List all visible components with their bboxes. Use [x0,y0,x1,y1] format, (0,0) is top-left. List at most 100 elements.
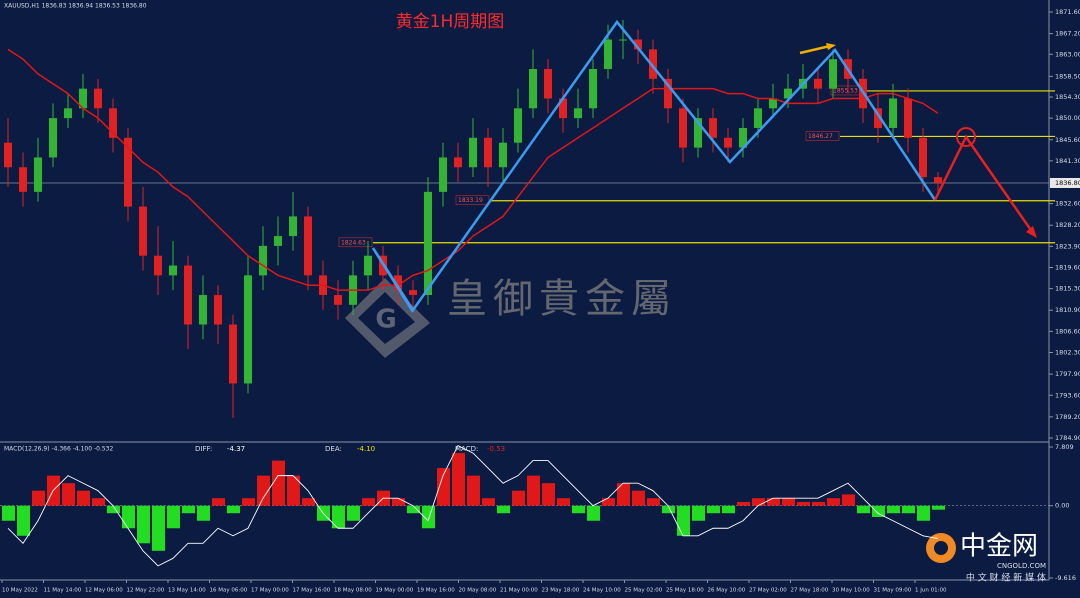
macd-bar [692,505,705,521]
candle-body [439,157,447,192]
moving-average [7,48,939,291]
macd-bar [497,505,510,514]
candle-body [64,108,72,119]
macd-bar [632,490,645,506]
candle-body [49,118,57,158]
macd-bar [92,498,105,506]
candle-body [919,137,927,178]
indicator-label: DEA: [325,445,342,453]
macd-bar [782,498,795,506]
candle-body [34,157,42,192]
macd-bar [182,505,195,514]
macd-bar [332,505,345,529]
candle-body [904,98,912,138]
macd-bar [407,505,420,514]
level-label-box [805,131,840,141]
macd-bar [617,483,630,506]
candle-body [784,88,792,99]
candle-body [229,324,237,384]
candle-body [694,118,702,148]
macd-bar [107,505,120,514]
candle-body [424,191,432,296]
y-tick-label: 1828.20 [1055,221,1080,229]
macd-bar [347,505,360,521]
candle-body [409,290,417,296]
x-tick-label: 17 May 16:00 [293,588,331,594]
macd-bar [707,505,720,514]
y-tick-label: 1802.30 [1055,349,1080,357]
macd-bar [77,490,90,506]
candle-body [139,206,147,256]
x-tick-label: 27 May 02:00 [749,588,787,594]
macd-bar [902,505,915,514]
macd-bar [32,490,45,506]
macd-bar [932,505,945,510]
y-tick-label: 1784.90 [1055,434,1080,442]
brand-tagline: 中 文 财 经 新 媒 体 [966,572,1046,584]
candle-body [874,108,882,128]
macd-bar [557,498,570,506]
y-tick-label: -9.616 [1055,574,1076,582]
candle-body [754,108,762,128]
macd-bar [797,501,810,506]
candle-body [304,216,312,276]
candle-body [109,108,117,138]
candle-body [199,295,207,325]
indicator-value: -4.10 [357,445,375,453]
candle-body [79,88,87,109]
macd-bar [587,505,600,521]
candle-body [649,49,657,79]
macd-bar [257,475,270,506]
y-tick-label: 1806.60 [1055,327,1080,335]
candle-body [259,245,267,276]
macd-bar [437,468,450,506]
watermark-text: 皇御貴金屬 [447,276,677,322]
y-tick-label: 1819.60 [1055,264,1080,272]
x-tick-label: 16 May 06:00 [210,588,248,594]
macd-bar [677,505,690,536]
x-tick-label: 27 May 18:00 [791,588,829,594]
macd-bar [542,483,555,506]
y-tick-label: 1867.20 [1055,30,1080,38]
candle-body [619,39,627,41]
watermark-logo: G [345,278,430,358]
candle-body [574,108,582,119]
macd-bar [167,505,180,529]
candle-body [664,78,672,109]
macd-bar [752,498,765,506]
y-tick-label: 1793.60 [1055,391,1080,399]
x-tick-label: 20 May 08:00 [459,588,497,594]
candle-body [364,255,372,276]
y-tick-label: 1841.30 [1055,157,1080,165]
y-tick-label: 1845.60 [1055,136,1080,144]
macd-bar [872,505,885,517]
y-tick-label: 0.00 [1055,502,1069,510]
macd-bar [602,498,615,506]
x-tick-label: 30 May 10:00 [832,588,870,594]
macd-bar [767,498,780,506]
candle-body [589,68,597,109]
x-tick-label: 13 May 14:00 [168,588,206,594]
x-tick-label: 19 May 00:00 [376,588,414,594]
current-price-label: 1836.80 [1055,179,1080,187]
candle-body [829,59,837,89]
macd-bar [17,505,30,536]
macd-bar [482,498,495,506]
macd-bar [737,501,750,506]
candle-body [709,118,717,138]
candle-body [124,137,132,207]
candle-body [514,108,522,143]
candle-body [244,275,252,384]
candle-body [4,142,12,168]
brand-name: 中金网 [960,532,1038,562]
macd-bar [62,483,75,506]
candle-body [394,275,402,291]
diff-line [7,444,939,567]
candle-body [739,127,747,148]
macd-bar [452,453,465,506]
candle-body [334,295,342,305]
candle-body [214,295,222,325]
candle-body [19,167,27,192]
